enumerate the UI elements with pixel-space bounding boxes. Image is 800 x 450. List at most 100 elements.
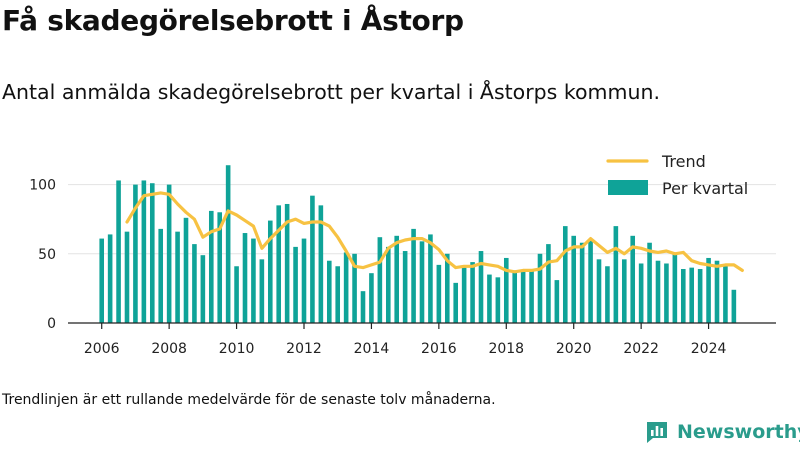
bar — [638, 263, 644, 323]
x-tick-label: 2018 — [488, 341, 524, 357]
bar — [731, 289, 737, 323]
brand-name: Newsworthy — [677, 421, 800, 443]
bar — [444, 253, 450, 323]
legend-bar-label: Per kvartal — [662, 179, 748, 198]
bar — [655, 260, 661, 323]
bar — [276, 205, 282, 323]
bar — [352, 253, 357, 323]
x-tick-label: 2012 — [286, 341, 322, 357]
bar — [621, 259, 627, 323]
y-tick-label: 50 — [38, 247, 56, 263]
bar — [596, 259, 602, 323]
x-tick-label: 2022 — [623, 341, 659, 357]
x-tick-label: 2014 — [354, 341, 390, 357]
bar — [436, 264, 442, 323]
bar — [512, 270, 518, 323]
bar — [360, 291, 366, 323]
bar — [267, 220, 273, 323]
bar — [99, 238, 105, 323]
bar — [495, 277, 501, 323]
chart-subtitle: Antal anmälda skadegörelsebrott per kvar… — [2, 80, 660, 104]
bar — [301, 238, 307, 323]
bar — [385, 246, 391, 323]
x-tick-label: 2010 — [219, 341, 255, 357]
bar — [133, 184, 138, 323]
bar — [175, 231, 180, 323]
bar — [318, 205, 324, 323]
x-tick-label: 2024 — [691, 341, 727, 357]
bar — [310, 195, 315, 323]
bar — [251, 238, 256, 323]
bar — [192, 244, 197, 323]
bar — [453, 282, 459, 323]
bar — [428, 234, 433, 323]
x-tick-label: 2008 — [151, 341, 187, 357]
bar — [503, 257, 509, 323]
x-tick-label: 2006 — [84, 341, 120, 357]
bar — [647, 242, 652, 323]
bar — [259, 259, 265, 323]
bar — [284, 203, 290, 323]
chart-title: Få skadegörelsebrott i Åstorp — [2, 4, 464, 37]
bar — [200, 255, 206, 323]
bar — [141, 180, 147, 323]
bar — [335, 266, 341, 323]
bar — [116, 180, 121, 323]
bar — [183, 217, 189, 323]
bar — [680, 269, 686, 323]
bar — [124, 231, 130, 323]
bar — [554, 280, 560, 323]
bar — [689, 267, 695, 323]
bar — [158, 228, 164, 323]
bar — [242, 233, 248, 323]
bar — [562, 226, 568, 323]
bar — [326, 260, 332, 323]
bar — [377, 237, 383, 323]
bar — [107, 234, 113, 323]
bar — [588, 239, 593, 323]
x-tick-label: 2020 — [556, 341, 592, 357]
bar — [487, 274, 492, 323]
bar — [714, 260, 720, 323]
bar — [166, 184, 172, 323]
y-tick-label: 0 — [47, 316, 56, 332]
bar — [672, 252, 678, 323]
bar — [234, 266, 239, 323]
bar — [461, 267, 467, 323]
bar — [343, 252, 349, 323]
bar — [208, 210, 214, 323]
bar — [225, 165, 231, 323]
footnote: Trendlinjen är ett rullande medelvärde f… — [2, 392, 496, 408]
bar — [470, 262, 475, 323]
trend-line — [125, 191, 744, 274]
bar-chart-icon — [647, 422, 667, 443]
newsworthy-logo[interactable]: Newsworthy — [645, 420, 800, 444]
bar — [630, 235, 636, 323]
bar — [697, 269, 703, 323]
bar — [402, 251, 408, 323]
bar — [394, 235, 400, 323]
bar — [293, 246, 298, 323]
bar — [723, 264, 728, 323]
bar — [419, 241, 425, 323]
bar — [537, 253, 543, 323]
bar — [520, 270, 526, 323]
bar — [546, 244, 551, 323]
chart: 0 50 100 2006 2008 2010 2012 2014 2016 2018 2020 20… — [29, 152, 776, 357]
bar — [613, 226, 619, 323]
bar — [478, 251, 484, 323]
bar — [149, 183, 155, 323]
bar — [369, 273, 374, 323]
bar — [529, 269, 534, 323]
bar — [411, 228, 416, 323]
bar — [579, 242, 585, 323]
x-tick-label: 2016 — [421, 341, 457, 357]
bar — [571, 235, 577, 323]
legend-trend-label: Trend — [661, 152, 706, 171]
bar — [706, 257, 711, 323]
bar — [605, 266, 610, 323]
bar — [217, 212, 223, 323]
y-tick-label: 100 — [29, 178, 56, 194]
bar — [664, 263, 669, 323]
legend-bar-swatch — [608, 180, 648, 195]
